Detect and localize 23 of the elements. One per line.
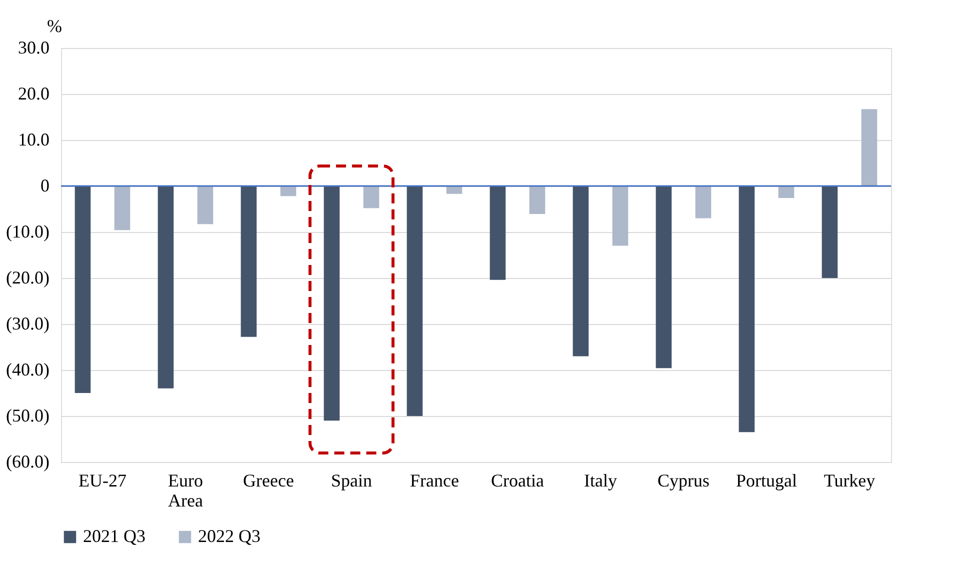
y-tick-label: (20.0) bbox=[6, 268, 50, 288]
x-tick-label: Turkey bbox=[824, 470, 876, 490]
y-axis-title: % bbox=[47, 16, 62, 36]
y-tick-label: (60.0) bbox=[6, 452, 50, 472]
x-tick-label: Cyprus bbox=[657, 470, 710, 490]
x-tick-label: Portugal bbox=[736, 470, 797, 490]
x-tick-label: Euro Area bbox=[168, 470, 203, 510]
x-tick-label: Croatia bbox=[491, 470, 544, 490]
x-tick-label: Greece bbox=[243, 470, 294, 490]
y-tick-label: (10.0) bbox=[6, 222, 50, 242]
y-tick-label: (40.0) bbox=[6, 360, 50, 380]
x-tick-label: France bbox=[410, 470, 459, 490]
x-tick-label: EU-27 bbox=[78, 470, 126, 490]
y-tick-label: (30.0) bbox=[6, 314, 50, 334]
x-tick-label: Italy bbox=[584, 470, 617, 490]
legend-label: 2022 Q3 bbox=[198, 526, 260, 546]
y-tick-label: 20.0 bbox=[18, 84, 50, 104]
y-tick-label: 30.0 bbox=[18, 38, 50, 58]
x-tick-label: Spain bbox=[330, 470, 372, 490]
y-tick-label: 10.0 bbox=[18, 130, 50, 150]
y-tick-label: (50.0) bbox=[6, 406, 50, 426]
y-tick-label: 0 bbox=[40, 176, 50, 196]
legend-label: 2021 Q3 bbox=[83, 526, 146, 546]
